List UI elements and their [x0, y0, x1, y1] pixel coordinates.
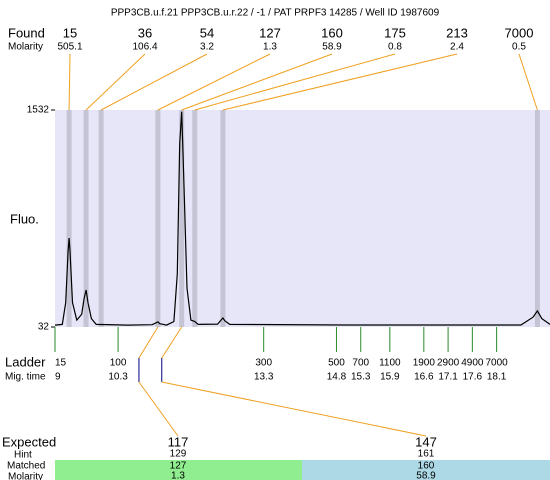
- found-size: 54: [200, 25, 214, 40]
- found-connector: [100, 53, 208, 111]
- ladder-size: 100: [110, 358, 127, 369]
- peak-band: [66, 110, 72, 327]
- found-molarity: 1.3: [263, 42, 277, 53]
- peak-band: [83, 110, 89, 327]
- ladder-time: 15.3: [351, 372, 371, 383]
- ladder-time: 15.9: [380, 372, 400, 383]
- expected-label: Expected: [2, 434, 56, 449]
- plot-area: [55, 110, 550, 327]
- ladder-size: 7000: [485, 358, 508, 369]
- found-label: Found: [8, 25, 45, 40]
- found-connector: [68, 53, 71, 111]
- ladder-time: 18.1: [487, 372, 507, 383]
- ladder-time: 17.1: [438, 372, 458, 383]
- peak-band: [192, 110, 198, 327]
- found-size: 175: [384, 25, 406, 40]
- found-molarity: 505.1: [57, 42, 82, 53]
- ladder-size: 1100: [379, 358, 401, 369]
- found-molarity: 3.2: [200, 42, 214, 53]
- ladder-time: 13.3: [254, 372, 274, 383]
- peak-band: [534, 110, 540, 327]
- found-connector: [157, 53, 271, 111]
- hint-value: 129: [170, 449, 187, 460]
- matched-bar-left: [55, 460, 302, 480]
- hint-label: Hint: [14, 450, 32, 461]
- y-axis-label: Fluo.: [10, 211, 39, 226]
- found-molarity: 106.4: [132, 42, 157, 53]
- peak-band: [98, 110, 104, 327]
- found-connector: [85, 53, 146, 111]
- molarity-label: Molarity: [8, 42, 43, 53]
- y-tick-label: 32: [38, 322, 50, 333]
- matched-value: 160: [418, 461, 435, 472]
- found-size: 160: [321, 25, 343, 40]
- expected-connector: [138, 381, 179, 437]
- matched-bar-right: [302, 460, 550, 480]
- found-molarity: 0.8: [388, 42, 402, 53]
- ladder-time: 14.8: [327, 372, 347, 383]
- matched-molarity: 1.3: [171, 471, 185, 480]
- chart-title: PPP3CB.u.f.21 PPP3CB.u.r.22 / -1 / PAT P…: [111, 8, 440, 19]
- expected-value: 117: [168, 434, 189, 449]
- found-size: 15: [63, 25, 77, 40]
- found-molarity: 58.9: [322, 42, 342, 53]
- found-size: 7000: [505, 25, 534, 40]
- expected-connector: [138, 326, 159, 359]
- found-molarity: 2.4: [450, 42, 464, 53]
- matched-molarity-label: Molarity: [8, 472, 43, 480]
- ladder-time: 16.6: [414, 372, 434, 383]
- ladder-size: 500: [328, 358, 345, 369]
- ladder-size: 300: [255, 358, 272, 369]
- matched-label: Matched: [7, 461, 45, 472]
- ladder-size: 700: [352, 358, 369, 369]
- mig-time-label: Mig. time: [5, 372, 46, 383]
- ladder-size: 4900: [461, 358, 484, 369]
- hint-value: 161: [418, 449, 435, 460]
- ladder-size: 1900: [413, 358, 436, 369]
- expected-connector: [161, 381, 427, 437]
- ladder-time: 9: [55, 372, 61, 383]
- y-tick-label: 1532: [27, 105, 50, 116]
- found-size: 36: [138, 25, 152, 40]
- peak-band: [155, 110, 161, 327]
- expected-value: 147: [415, 434, 437, 449]
- found-connector: [181, 53, 333, 111]
- trace: [54, 111, 550, 326]
- found-connector: [518, 53, 538, 111]
- matched-value: 127: [170, 461, 187, 472]
- ladder-label: Ladder: [5, 354, 46, 369]
- expected-connector: [161, 326, 183, 359]
- found-size: 127: [259, 25, 281, 40]
- found-size: 213: [446, 25, 468, 40]
- found-connector: [222, 53, 458, 111]
- found-connector: [194, 53, 396, 111]
- peak-band: [220, 110, 226, 327]
- ladder-time: 10.3: [108, 372, 128, 383]
- ladder-time: 17.6: [463, 372, 483, 383]
- ladder-size: 2900: [437, 358, 460, 369]
- matched-molarity: 58.9: [416, 471, 436, 480]
- found-molarity: 0.5: [512, 42, 526, 53]
- peak-band: [179, 110, 185, 327]
- ladder-size: 15: [55, 358, 67, 369]
